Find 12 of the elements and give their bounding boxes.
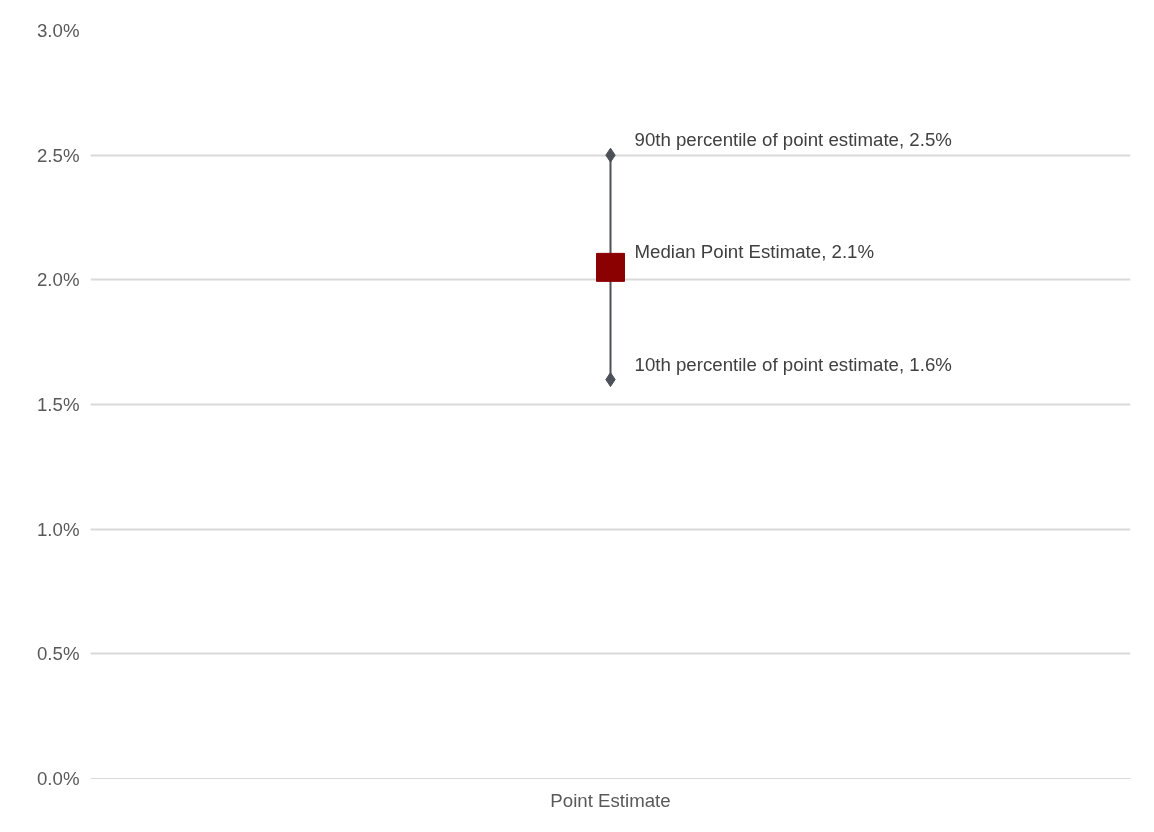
point — [596, 252, 625, 282]
y-tick-label: 3.0% — [36, 20, 80, 41]
y-tick-label: 0.5% — [36, 643, 80, 665]
x-tick-label: Point Estimate — [550, 789, 671, 811]
y-tick-label: 1.5% — [36, 394, 80, 415]
y-tick-label: 2.0% — [36, 269, 80, 291]
data-label: 10th percentile of point estimate, 1.6% — [634, 353, 952, 375]
data-label: Median Point Estimate, 2.1% — [634, 241, 875, 263]
data-label: 90th percentile of point estimate, 2.5% — [634, 129, 952, 151]
y-tick-label: 1.0% — [36, 518, 80, 540]
y-tick-label: 2.5% — [36, 144, 80, 166]
y-tick-label: 0.0% — [36, 768, 80, 789]
